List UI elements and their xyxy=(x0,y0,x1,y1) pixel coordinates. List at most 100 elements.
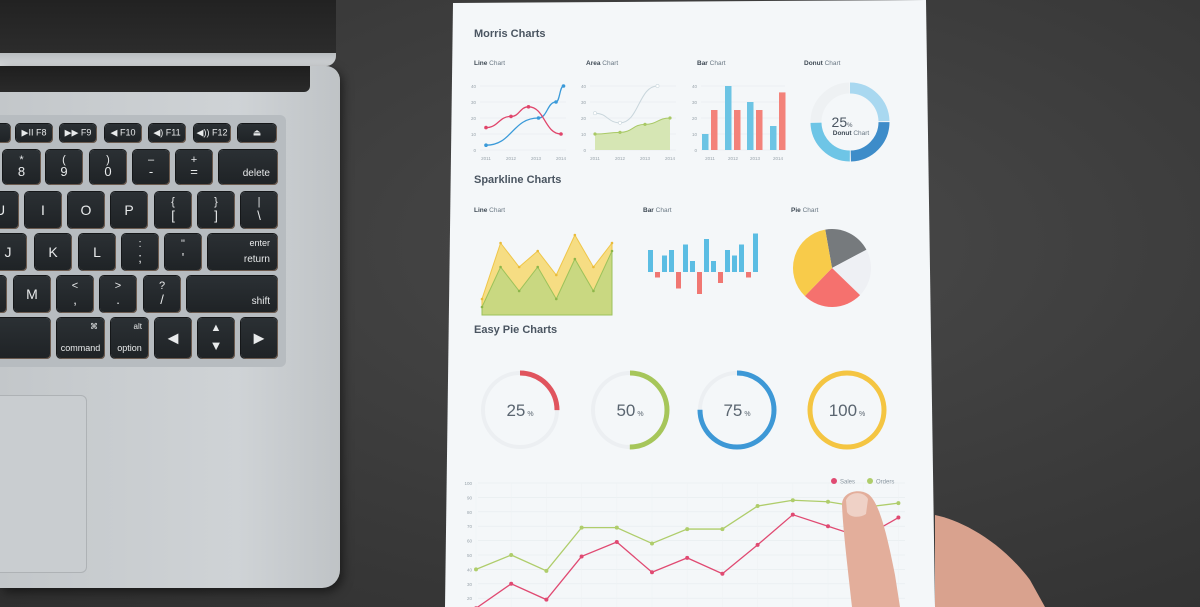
key-label: : xyxy=(138,238,142,250)
key[interactable]: enter return xyxy=(208,234,277,270)
area-chart-point xyxy=(618,120,622,125)
key-label: | xyxy=(257,196,261,208)
key[interactable]: ⏏ xyxy=(238,124,276,142)
sparkline-bar xyxy=(739,244,744,272)
key[interactable]: P xyxy=(111,192,147,228)
key[interactable]: + = xyxy=(176,150,212,184)
key[interactable]: K xyxy=(35,234,71,270)
key-label: \ xyxy=(257,208,261,223)
bar-chart-label: Bar Chart xyxy=(697,60,726,67)
easy-pie-value: 50 % xyxy=(616,401,643,420)
key-label: / xyxy=(160,292,164,307)
key[interactable]: {[ xyxy=(155,192,191,228)
key[interactable]: shift xyxy=(187,276,277,312)
line-chart-y-tick: 100 xyxy=(464,481,472,486)
key[interactable]: ◀) F11 xyxy=(149,124,185,142)
sparkline-point xyxy=(517,289,521,293)
key-label: option xyxy=(117,343,142,353)
key[interactable]: alt option xyxy=(111,318,148,358)
thumbnail xyxy=(846,493,868,517)
sparkline-point xyxy=(573,233,577,237)
key[interactable]: I xyxy=(25,192,61,228)
key[interactable]: U xyxy=(0,192,18,228)
area-chart-y-tick: 40 xyxy=(581,84,587,89)
sparkline-bar xyxy=(704,239,709,272)
key[interactable] xyxy=(0,124,10,142)
key[interactable]: O xyxy=(68,192,104,228)
key[interactable]: ◀ F10 xyxy=(105,124,141,142)
laptop: ▶II F8 ▶▶ F9 ◀ F10 ◀) F11 ◀)) F12 ⏏ * 8(9) 0– - + =… xyxy=(0,0,345,607)
legend-sales-dot xyxy=(831,478,837,484)
key-label: ▼ xyxy=(209,338,223,353)
trackpad[interactable] xyxy=(0,395,87,573)
key[interactable]: ▶ xyxy=(241,318,277,358)
bar-chart-bar xyxy=(770,126,777,150)
key-label: O xyxy=(80,202,92,218)
key-label: [ xyxy=(171,208,175,223)
sparkline-point xyxy=(499,241,502,245)
easy-pie-progress xyxy=(480,370,560,450)
key[interactable]: M xyxy=(14,276,50,312)
line-chart-point-orders xyxy=(720,527,725,532)
key[interactable]: ) 0 xyxy=(90,150,126,184)
hand xyxy=(935,515,1045,607)
key-label: shift xyxy=(251,296,270,307)
line-chart-y-tick: 20 xyxy=(467,596,473,601)
key[interactable]: :; xyxy=(122,234,158,270)
key[interactable] xyxy=(0,318,50,358)
key[interactable]: }] xyxy=(198,192,234,228)
key-label: " xyxy=(181,238,185,250)
key-label: ◀ F10 xyxy=(110,127,136,138)
area-chart-x-tick: 2014 xyxy=(665,156,676,161)
sparkline-bar xyxy=(697,272,702,294)
sparkline-pie-label: Pie Chart xyxy=(791,207,819,214)
line-chart-point-orders xyxy=(826,499,830,504)
key[interactable]: ◀)) F12 xyxy=(194,124,230,142)
sparkline-bar xyxy=(711,261,716,272)
line-chart-point xyxy=(559,132,563,136)
key[interactable]: ▶II F8 xyxy=(16,124,52,142)
key-label: M xyxy=(26,286,38,302)
key[interactable]: ▲ ▼ xyxy=(198,318,234,358)
key[interactable]: J xyxy=(0,234,26,270)
sparkline-point xyxy=(610,241,614,245)
key-label: 8 xyxy=(17,164,26,179)
line-chart-y-tick: 30 xyxy=(471,100,477,105)
key[interactable]: – - xyxy=(133,150,169,184)
line-chart-point-orders xyxy=(579,525,584,530)
key[interactable]: * 8 xyxy=(3,150,40,184)
key-label: } xyxy=(214,196,218,208)
key-label: , xyxy=(73,292,77,307)
key[interactable]: L xyxy=(79,234,115,270)
key[interactable]: ⌘ command xyxy=(57,318,104,358)
line-chart-y-tick: 0 xyxy=(473,148,476,153)
key[interactable]: <, xyxy=(57,276,93,312)
line-chart-point-sales xyxy=(650,570,654,575)
line-chart-point-sales xyxy=(755,542,760,547)
key[interactable]: (9 xyxy=(46,150,82,184)
area-chart-point xyxy=(618,130,622,134)
key[interactable]: >. xyxy=(100,276,136,312)
line-chart-y-tick: 40 xyxy=(471,84,477,89)
area-chart-x-tick: 2011 xyxy=(590,156,600,161)
key[interactable] xyxy=(0,276,6,312)
key-label: > xyxy=(114,280,122,292)
key[interactable]: ▶▶ F9 xyxy=(60,124,96,142)
line-chart-point xyxy=(536,116,541,120)
key[interactable]: | \ xyxy=(241,192,277,228)
sparkline-bar xyxy=(669,250,674,272)
line-chart-point-orders xyxy=(755,504,760,509)
key-label: L xyxy=(93,244,101,260)
key-label: + xyxy=(190,154,198,166)
key[interactable]: ? / xyxy=(144,276,180,312)
line-chart-point-orders xyxy=(509,553,514,557)
bar-chart-y-tick: 10 xyxy=(692,132,698,137)
key-label: ▲ xyxy=(210,322,222,334)
line-chart-point-sales xyxy=(826,524,830,529)
key[interactable]: " ' xyxy=(165,234,201,270)
line-chart-point-orders xyxy=(685,527,690,532)
key[interactable]: ◀ xyxy=(155,318,191,358)
key[interactable]: delete xyxy=(219,150,277,184)
area-chart-point xyxy=(668,116,672,120)
line-chart-point-orders xyxy=(896,501,901,506)
